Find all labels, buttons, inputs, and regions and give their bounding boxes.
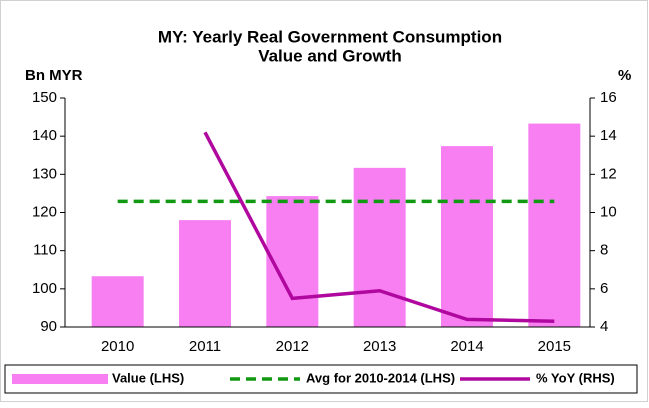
y2-tick-label: 16	[600, 89, 617, 106]
yoy-line	[203, 131, 555, 324]
y-tick-label: 120	[32, 203, 57, 220]
x-tick-label: 2010	[101, 338, 134, 355]
y2-tick-label: 12	[600, 165, 617, 182]
x-tick-label: 2011	[189, 338, 221, 355]
bar	[528, 123, 581, 328]
y2-tick-label: 10	[600, 203, 617, 220]
y-tick-label: 110	[33, 242, 57, 259]
bar	[91, 276, 144, 327]
y-tick-label: 130	[32, 165, 57, 182]
x-tick-label: 2014	[450, 338, 483, 355]
legend-label: Avg for 2010-2014 (LHS)	[306, 370, 455, 385]
y2-tick-label: 6	[600, 280, 608, 297]
y-tick-label: 90	[40, 318, 57, 335]
legend-label: % YoY (RHS)	[536, 370, 615, 385]
chart-title: MY: Yearly Real Government Consumption	[158, 27, 502, 46]
y2-tick-label: 4	[600, 318, 608, 335]
legend-box	[4, 364, 638, 394]
y2-tick-label: 8	[600, 242, 608, 259]
y2-axis-label: %	[618, 67, 631, 84]
y-tick-label: 140	[32, 127, 57, 144]
bar	[179, 220, 231, 327]
y-axis-label: Bn MYR	[25, 67, 83, 84]
legend-swatch	[12, 374, 108, 384]
bar	[441, 146, 493, 327]
bar	[353, 167, 406, 327]
x-tick-label: 2012	[276, 338, 309, 355]
y2-tick-label: 14	[600, 127, 617, 144]
legend-label: Value (LHS)	[112, 370, 184, 385]
y-tick-label: 100	[32, 280, 57, 297]
x-tick-label: 2013	[363, 338, 396, 355]
y-tick-label: 150	[32, 89, 57, 106]
bar	[266, 196, 319, 327]
chart-title: Value and Growth	[258, 46, 402, 65]
x-tick-label: 2015	[538, 338, 571, 355]
